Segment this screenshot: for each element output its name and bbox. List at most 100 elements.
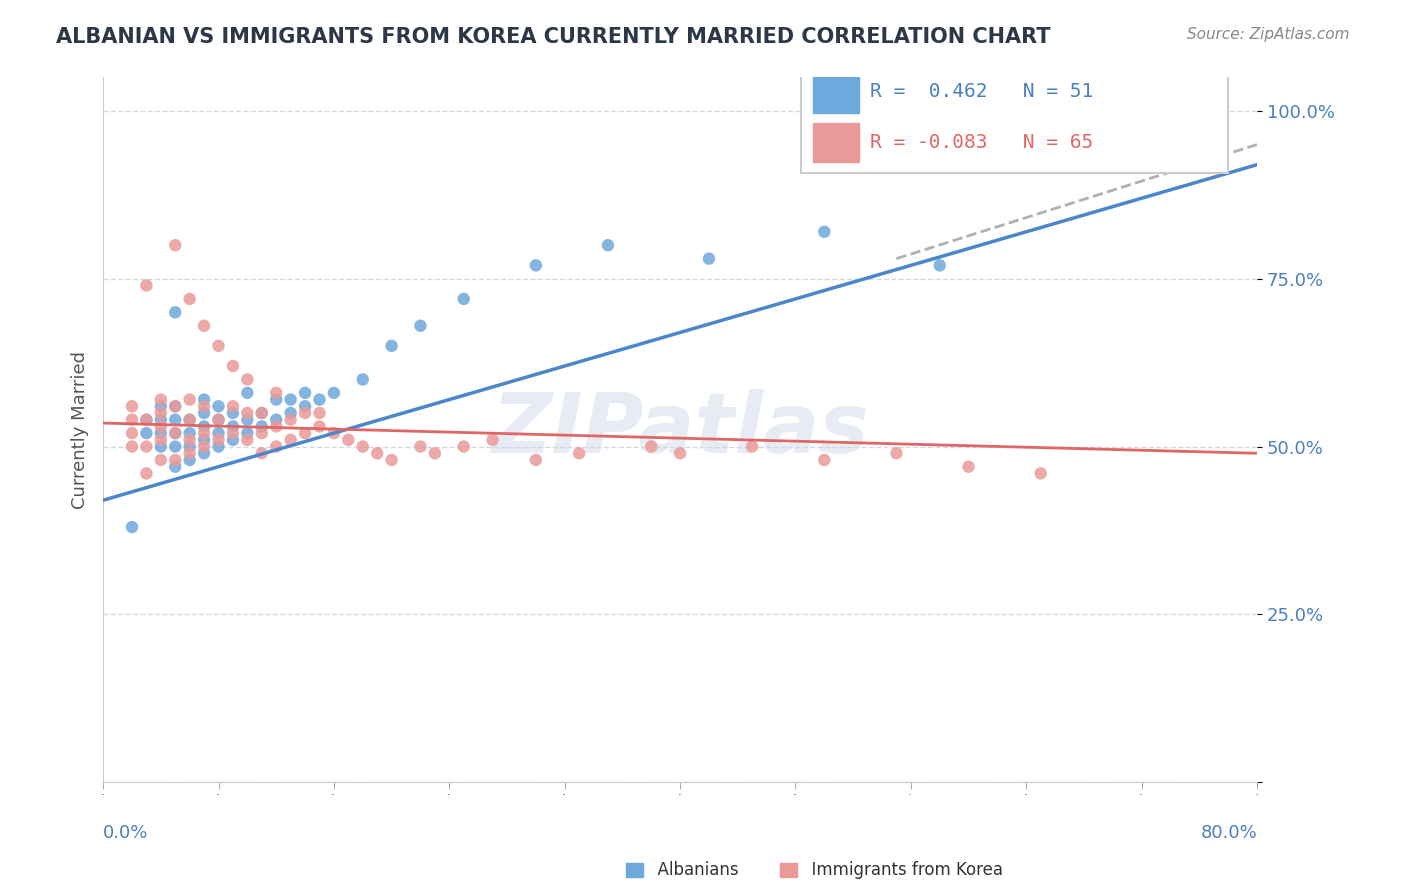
Point [250,406,273,420]
Point [165,440,187,454]
Point [222,359,245,373]
Point [222,399,245,413]
Point [179,413,201,427]
Point [121,440,143,454]
Point [149,426,172,441]
Point [193,433,215,447]
Point [165,426,187,441]
Y-axis label: Currently Married: Currently Married [72,351,89,508]
Point [1029,467,1052,481]
Point [322,426,344,441]
Point [250,406,273,420]
FancyBboxPatch shape [813,74,859,112]
Point [322,385,344,400]
Point [149,419,172,434]
Point [280,413,302,427]
Point [207,433,229,447]
Point [294,385,316,400]
Point [236,372,259,386]
Point [135,467,157,481]
Point [179,433,201,447]
Point [250,419,273,434]
Point [381,453,404,467]
Point [179,392,201,407]
Point [280,433,302,447]
Text: Source: ZipAtlas.com: Source: ZipAtlas.com [1187,27,1350,42]
Point [193,392,215,407]
Point [135,278,157,293]
Point [135,440,157,454]
Point [222,426,245,441]
Text: 80.0%: 80.0% [1201,824,1257,842]
Point [165,305,187,319]
Point [697,252,720,266]
Point [264,413,287,427]
Point [149,433,172,447]
Point [294,426,316,441]
Point [264,385,287,400]
Point [179,292,201,306]
Point [423,446,446,460]
Point [135,413,157,427]
Point [813,453,835,467]
Point [207,440,229,454]
Point [179,453,201,467]
Point [352,440,374,454]
Point [179,446,201,460]
Point [121,520,143,534]
Point [165,453,187,467]
Point [264,392,287,407]
Point [222,406,245,420]
Point [928,258,950,272]
Point [193,419,215,434]
Point [886,446,908,460]
Point [481,433,503,447]
Text: Immigrants from Korea: Immigrants from Korea [801,861,1004,879]
Text: 0.0%: 0.0% [103,824,149,842]
Point [207,399,229,413]
Point [308,392,330,407]
Point [193,426,215,441]
Point [250,446,273,460]
Point [236,406,259,420]
Point [207,426,229,441]
Point [236,385,259,400]
Point [149,406,172,420]
Point [308,419,330,434]
Point [165,399,187,413]
Point [381,339,404,353]
Point [409,440,432,454]
Point [264,440,287,454]
Point [568,446,591,460]
Point [524,453,547,467]
Point [193,406,215,420]
Text: R = -0.083   N = 65: R = -0.083 N = 65 [870,134,1094,153]
Text: Albanians: Albanians [647,861,738,879]
Point [193,440,215,454]
Point [280,406,302,420]
Point [193,446,215,460]
Point [149,413,172,427]
Point [193,399,215,413]
Point [135,426,157,441]
Point [135,413,157,427]
Point [179,413,201,427]
Point [193,318,215,333]
Point [149,399,172,413]
Text: ZIPatlas: ZIPatlas [491,389,869,470]
Point [596,238,619,252]
Point [207,413,229,427]
Point [250,426,273,441]
Point [207,339,229,353]
Point [409,318,432,333]
Point [236,426,259,441]
Point [236,433,259,447]
Point [957,459,980,474]
Point [149,392,172,407]
Point [179,440,201,454]
Point [165,413,187,427]
Point [669,446,692,460]
Point [741,440,763,454]
Point [294,399,316,413]
Point [121,413,143,427]
